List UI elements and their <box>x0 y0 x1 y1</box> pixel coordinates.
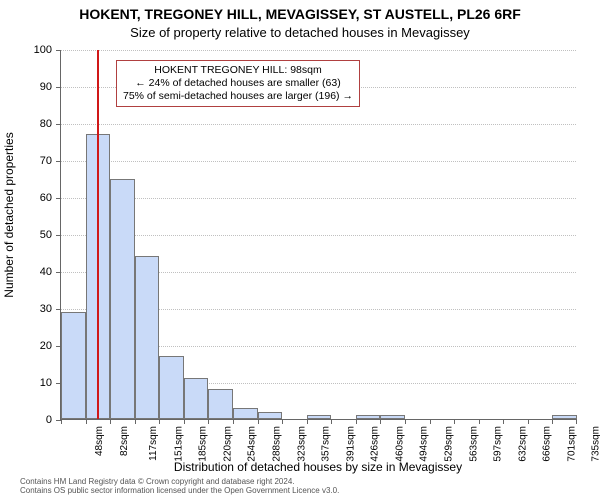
xtick-label: 632sqm <box>517 426 528 462</box>
gridline <box>61 235 576 236</box>
plot-area: HOKENT TREGONEY HILL: 98sqm← 24% of deta… <box>60 50 576 420</box>
ytick-label: 40 <box>22 266 52 278</box>
ytick-label: 100 <box>22 44 52 56</box>
title-sub: Size of property relative to detached ho… <box>0 25 600 40</box>
chart-root: HOKENT, TREGONEY HILL, MEVAGISSEY, ST AU… <box>0 0 600 500</box>
gridline <box>61 161 576 162</box>
histogram-bar <box>233 408 258 419</box>
footer-line-2: Contains OS public sector information li… <box>20 486 339 495</box>
xtick-label: 735sqm <box>591 426 600 462</box>
histogram-bar <box>208 389 233 419</box>
y-ticks: 0102030405060708090100 <box>20 50 58 420</box>
xtick-label: 48sqm <box>94 426 105 456</box>
xtick-label: 288sqm <box>272 426 283 462</box>
histogram-bar <box>135 256 160 419</box>
ytick-mark <box>56 272 61 273</box>
xtick-label: 701sqm <box>566 426 577 462</box>
ytick-label: 80 <box>22 118 52 130</box>
ytick-label: 0 <box>22 414 52 426</box>
ytick-label: 70 <box>22 155 52 167</box>
ytick-mark <box>56 198 61 199</box>
histogram-bar <box>380 415 405 419</box>
xtick-label: 254sqm <box>247 426 258 462</box>
xtick-label: 494sqm <box>419 426 430 462</box>
x-ticks: 48sqm82sqm117sqm151sqm185sqm220sqm254sqm… <box>60 420 576 450</box>
xtick-label: 563sqm <box>468 426 479 462</box>
ytick-mark <box>56 124 61 125</box>
histogram-bar <box>307 415 332 419</box>
footer-attribution: Contains HM Land Registry data © Crown c… <box>20 477 339 495</box>
xtick-label: 151sqm <box>173 426 184 462</box>
histogram-bar <box>110 179 135 420</box>
xtick-label: 82sqm <box>119 426 130 456</box>
footer-line-1: Contains HM Land Registry data © Crown c… <box>20 477 339 486</box>
ytick-label: 20 <box>22 340 52 352</box>
xtick-label: 220sqm <box>222 426 233 462</box>
annotation-line-3: 75% of semi-detached houses are larger (… <box>123 90 353 103</box>
xtick-label: 529sqm <box>444 426 455 462</box>
gridline <box>61 50 576 51</box>
title-main: HOKENT, TREGONEY HILL, MEVAGISSEY, ST AU… <box>0 6 600 22</box>
histogram-bar <box>258 412 283 419</box>
xtick-label: 666sqm <box>542 426 553 462</box>
ytick-label: 30 <box>22 303 52 315</box>
annotation-box: HOKENT TREGONEY HILL: 98sqm← 24% of deta… <box>116 60 360 107</box>
xtick-label: 460sqm <box>394 426 405 462</box>
annotation-line-2: ← 24% of detached houses are smaller (63… <box>123 77 353 90</box>
histogram-bar <box>552 415 577 419</box>
histogram-bar <box>356 415 381 419</box>
y-axis-label: Number of detached properties <box>2 30 18 400</box>
histogram-bar <box>184 378 209 419</box>
ytick-label: 50 <box>22 229 52 241</box>
xtick-label: 185sqm <box>198 426 209 462</box>
ytick-mark <box>56 87 61 88</box>
ytick-mark <box>56 309 61 310</box>
ytick-mark <box>56 50 61 51</box>
xtick-label: 426sqm <box>370 426 381 462</box>
xtick-label: 323sqm <box>296 426 307 462</box>
ytick-mark <box>56 235 61 236</box>
xtick-label: 117sqm <box>148 426 159 461</box>
annotation-line-1: HOKENT TREGONEY HILL: 98sqm <box>123 64 353 77</box>
xtick-label: 357sqm <box>321 426 332 462</box>
histogram-bar <box>61 312 86 419</box>
gridline <box>61 198 576 199</box>
histogram-bar <box>159 356 184 419</box>
x-axis-label: Distribution of detached houses by size … <box>60 460 576 474</box>
ytick-label: 10 <box>22 377 52 389</box>
xtick-mark <box>576 419 577 424</box>
ytick-mark <box>56 161 61 162</box>
gridline <box>61 124 576 125</box>
xtick-label: 391sqm <box>345 426 356 462</box>
marker-line <box>97 50 99 419</box>
ytick-label: 60 <box>22 192 52 204</box>
ytick-label: 90 <box>22 81 52 93</box>
xtick-label: 597sqm <box>493 426 504 462</box>
